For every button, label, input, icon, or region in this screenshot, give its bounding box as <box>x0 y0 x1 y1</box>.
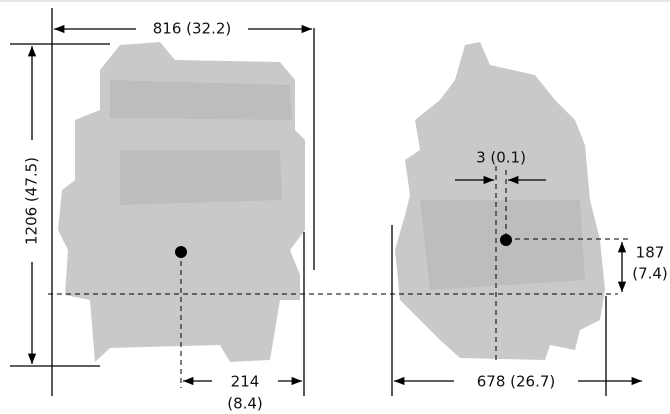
width-dimension: 678 (26.7) <box>391 225 642 396</box>
cog-side: 3 (0.1) 187 (7.4) <box>455 149 668 362</box>
cog-rear-value: 214 <box>231 373 260 391</box>
cog-height-inch: (7.4) <box>632 265 668 283</box>
cog-lateral-label: 3 (0.1) <box>476 149 526 167</box>
length-dimension: 816 (32.2) <box>51 8 315 396</box>
engine-side-view <box>395 42 605 360</box>
height-dimension: 1206 (47.5) <box>10 43 110 367</box>
cog-rear-inch: (8.4) <box>227 395 263 413</box>
cog-front: 214 (8.4) <box>48 232 618 413</box>
length-label: 816 (32.2) <box>153 20 232 38</box>
width-label: 678 (26.7) <box>477 373 556 391</box>
cog-height-value: 187 <box>636 244 665 262</box>
height-label: 1206 (47.5) <box>23 157 41 245</box>
engine-front-view <box>58 42 305 362</box>
